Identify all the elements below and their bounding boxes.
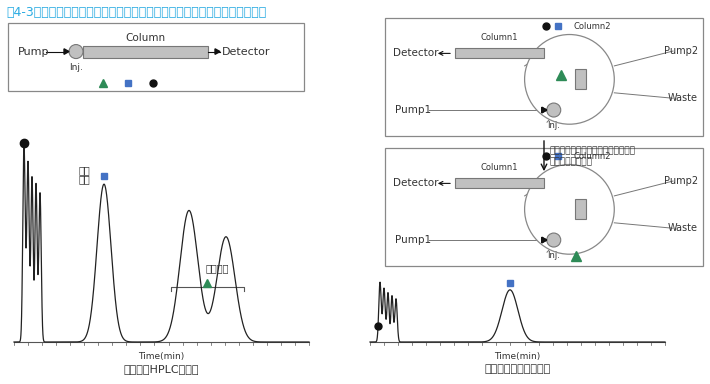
- Bar: [455, 48, 544, 58]
- Text: Inj.: Inj.: [69, 63, 83, 71]
- Text: 成分: 成分: [78, 174, 90, 184]
- Text: Column2: Column2: [573, 152, 611, 161]
- Polygon shape: [215, 49, 220, 54]
- Text: 同時に切換える。: 同時に切換える。: [549, 157, 592, 167]
- Circle shape: [547, 233, 561, 247]
- Polygon shape: [64, 49, 69, 54]
- Text: Detector: Detector: [222, 46, 271, 56]
- Text: Waste: Waste: [668, 93, 698, 103]
- Bar: [455, 179, 544, 189]
- Text: Time(min): Time(min): [138, 352, 185, 361]
- Circle shape: [525, 35, 614, 124]
- Text: 目的: 目的: [78, 165, 90, 175]
- Text: Column2: Column2: [573, 22, 611, 31]
- Bar: [385, 18, 703, 136]
- Text: Pump1: Pump1: [395, 235, 431, 245]
- Circle shape: [547, 103, 561, 117]
- Text: Inj.: Inj.: [547, 121, 560, 130]
- Text: Detector: Detector: [393, 48, 439, 58]
- Bar: [575, 70, 586, 89]
- Circle shape: [69, 45, 83, 59]
- Bar: [8, 23, 304, 91]
- Bar: [575, 199, 586, 219]
- Text: カラムスイッチング法: カラムスイッチング法: [484, 364, 551, 374]
- Text: Column1: Column1: [481, 33, 518, 42]
- Polygon shape: [542, 107, 547, 113]
- Bar: [385, 148, 703, 266]
- Bar: [83, 46, 208, 58]
- Text: Column: Column: [126, 33, 165, 43]
- Polygon shape: [542, 237, 547, 243]
- Text: Waste: Waste: [668, 223, 698, 233]
- Text: Pump: Pump: [18, 46, 50, 56]
- Text: Pump2: Pump2: [664, 176, 698, 186]
- Text: Inj.: Inj.: [547, 251, 560, 260]
- Polygon shape: [542, 107, 547, 113]
- Text: Column1: Column1: [481, 164, 518, 172]
- Text: 一般的なHPLC分析法: 一般的なHPLC分析法: [124, 364, 200, 374]
- Text: Detector: Detector: [393, 179, 439, 189]
- Text: カラム１に目的成分が導入されたと: カラム１に目的成分が導入されたと: [549, 147, 635, 156]
- Text: Time(min): Time(min): [494, 352, 540, 361]
- Text: Pump2: Pump2: [664, 46, 698, 56]
- Text: Pump1: Pump1: [395, 105, 431, 115]
- Text: 夾雑成分: 夾雑成分: [206, 263, 229, 273]
- Polygon shape: [542, 237, 547, 243]
- Circle shape: [525, 164, 614, 254]
- Text: 図4-3　カラムスイッチングシステムを使った時に得られるクロマトグラム: 図4-3 カラムスイッチングシステムを使った時に得られるクロマトグラム: [6, 6, 266, 19]
